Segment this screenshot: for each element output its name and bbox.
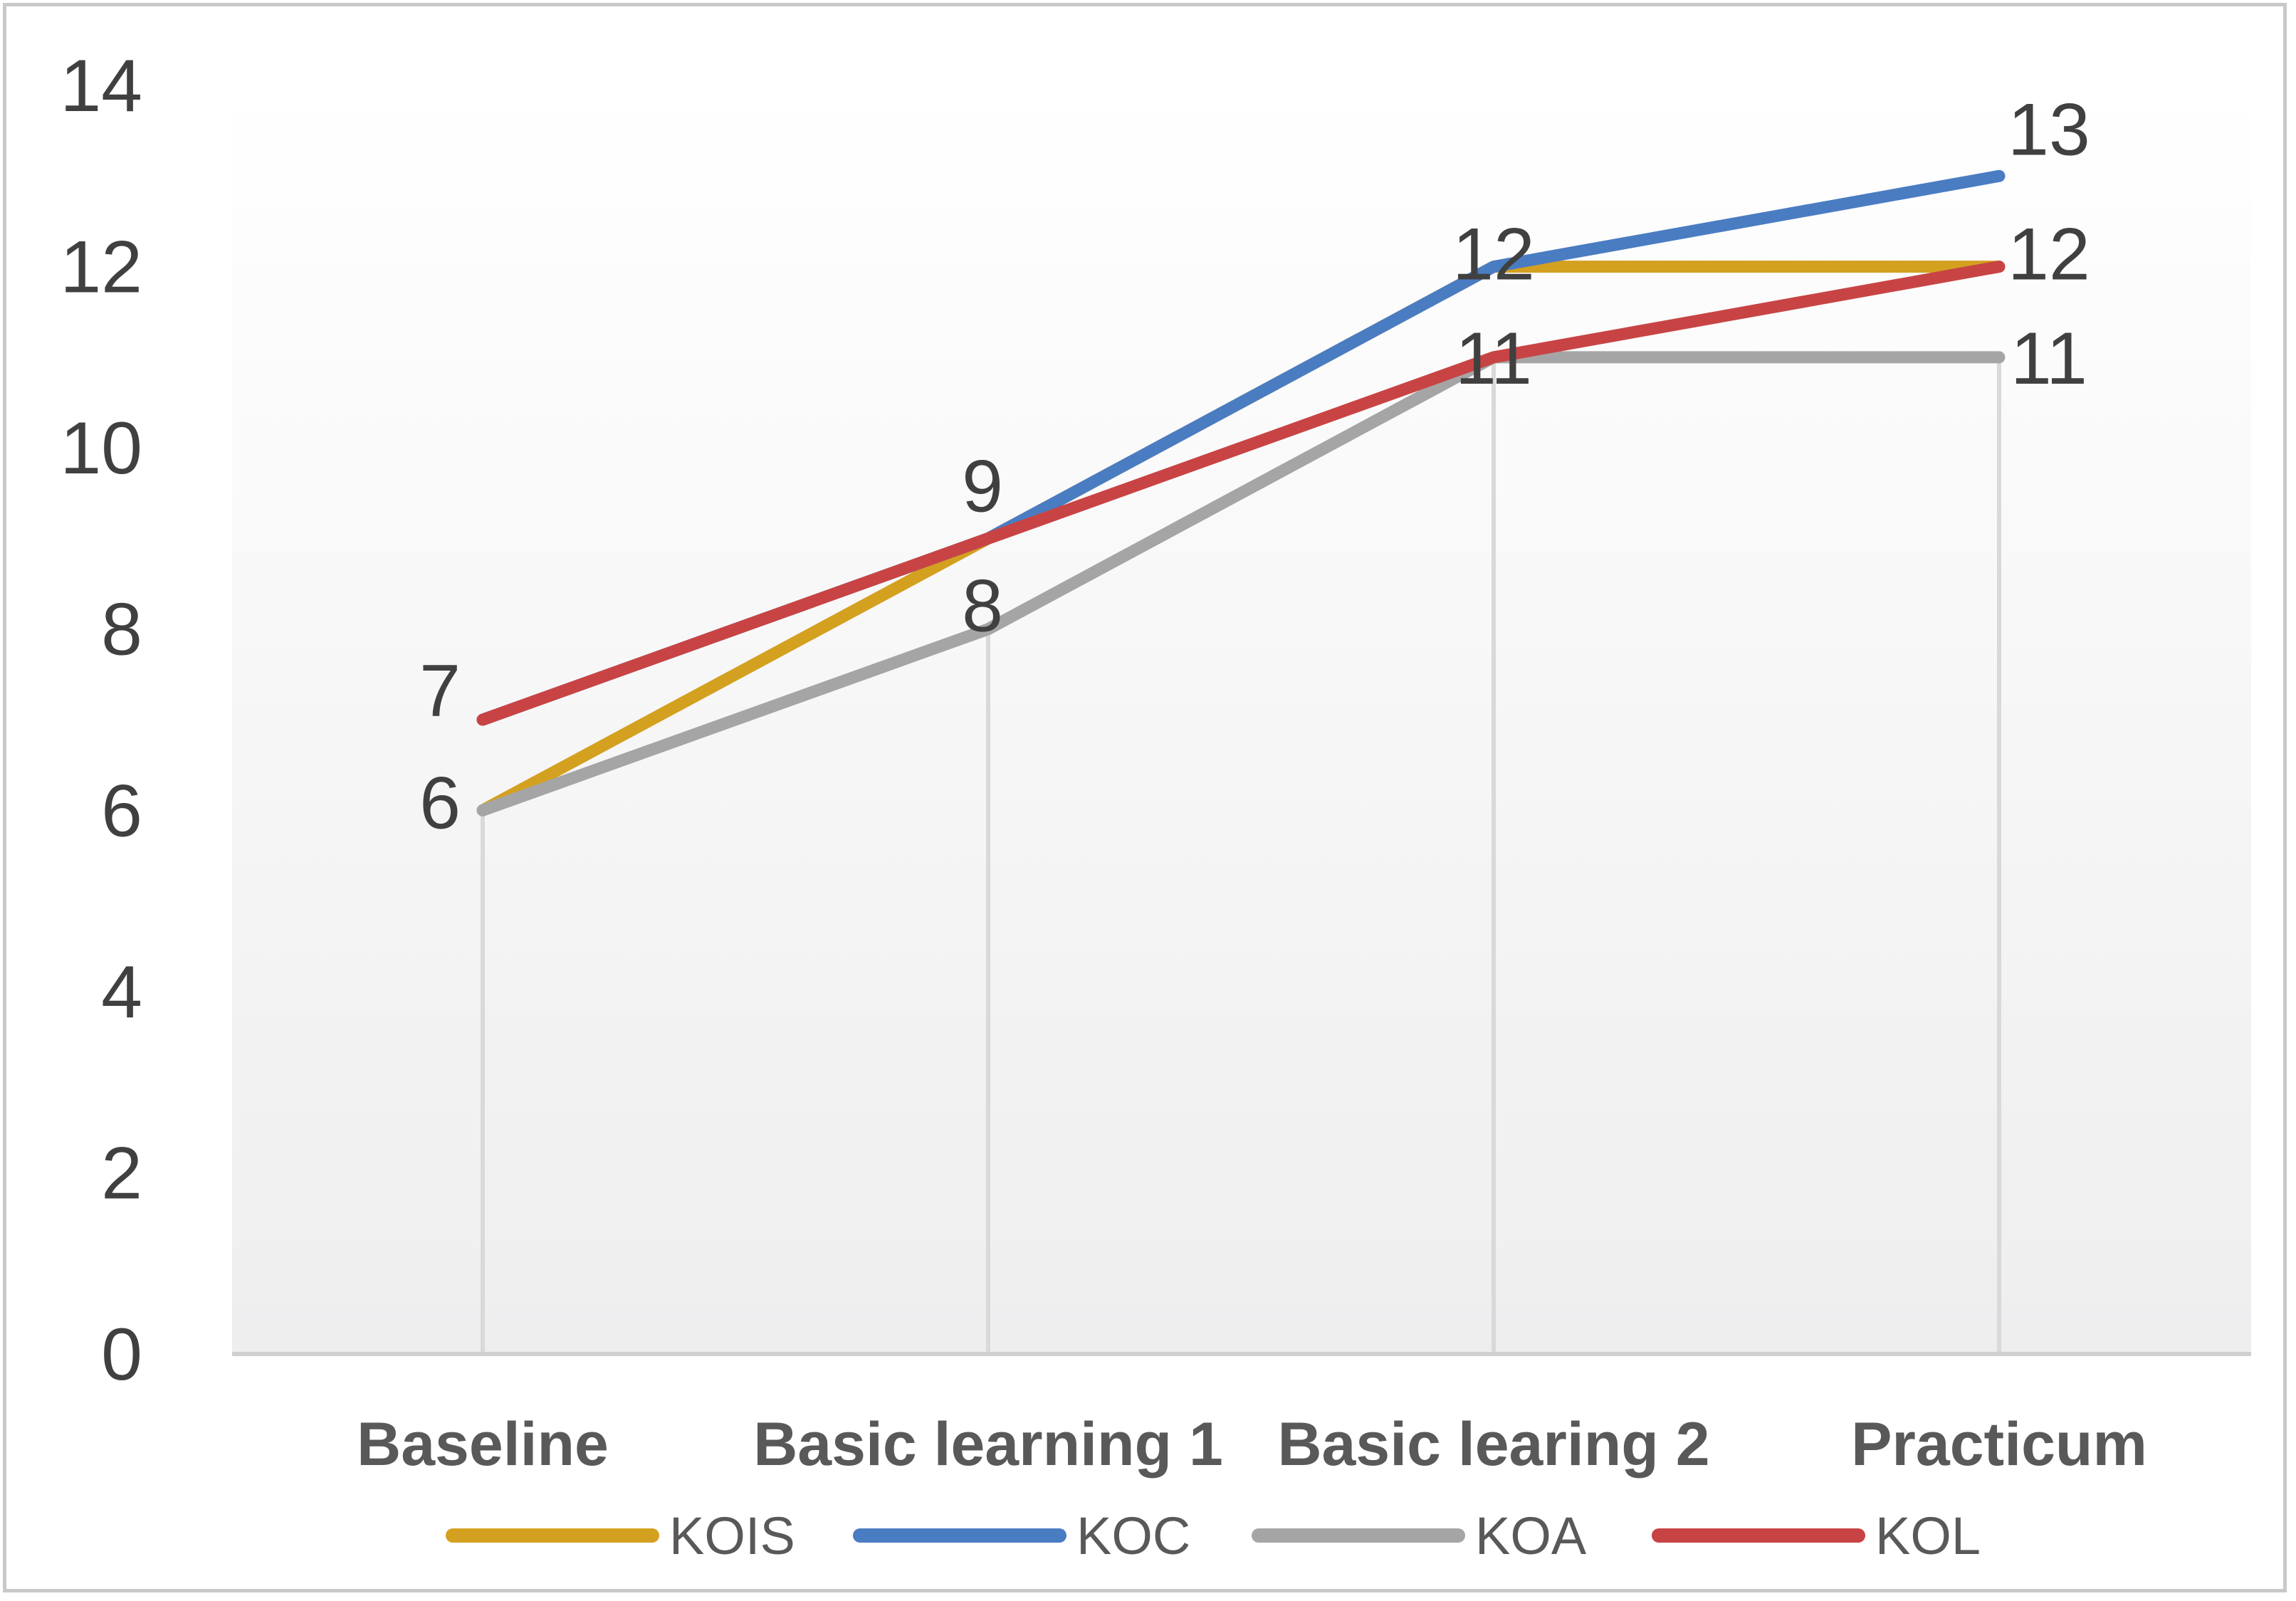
data-label: 8 — [962, 565, 1003, 648]
y-tick-label: 0 — [101, 1313, 142, 1396]
y-tick-label: 14 — [60, 45, 142, 127]
legend-label: KOIS — [669, 1506, 795, 1565]
data-label: 9 — [962, 445, 1003, 527]
y-tick-label: 12 — [60, 226, 142, 309]
legend-item-koc: KOC — [853, 1506, 1190, 1565]
data-label: 6 — [419, 762, 461, 844]
legend-item-kol: KOL — [1652, 1506, 1981, 1565]
y-tick-label: 4 — [101, 951, 142, 1034]
plot-area — [232, 85, 2251, 1354]
series-line-koa — [476, 351, 2006, 817]
data-label: 12 — [2008, 214, 2090, 296]
series-line-kol — [476, 261, 2006, 726]
y-tick-label: 10 — [60, 407, 142, 490]
legend-item-koa: KOA — [1252, 1506, 1587, 1565]
legend-label: KOA — [1475, 1506, 1587, 1565]
y-tick-label: 2 — [101, 1132, 142, 1214]
data-label: 11 — [2011, 317, 2087, 400]
data-label: 13 — [2008, 88, 2090, 171]
y-tick-label: 6 — [101, 770, 142, 852]
x-tick-label: Basic learning 1 — [753, 1410, 1223, 1479]
data-label: 12 — [1452, 214, 1535, 296]
legend-label: KOL — [1875, 1506, 1981, 1565]
x-tick-label: Basic learing 2 — [1277, 1410, 1709, 1479]
y-tick-label: 8 — [101, 589, 142, 671]
legend-item-kois: KOIS — [446, 1506, 795, 1565]
x-tick-label: Practicum — [1851, 1410, 2147, 1479]
x-tick-label: Baseline — [357, 1410, 609, 1479]
data-label: 11 — [1455, 317, 1532, 400]
data-label: 7 — [419, 650, 461, 733]
legend-label: KOC — [1076, 1506, 1190, 1565]
